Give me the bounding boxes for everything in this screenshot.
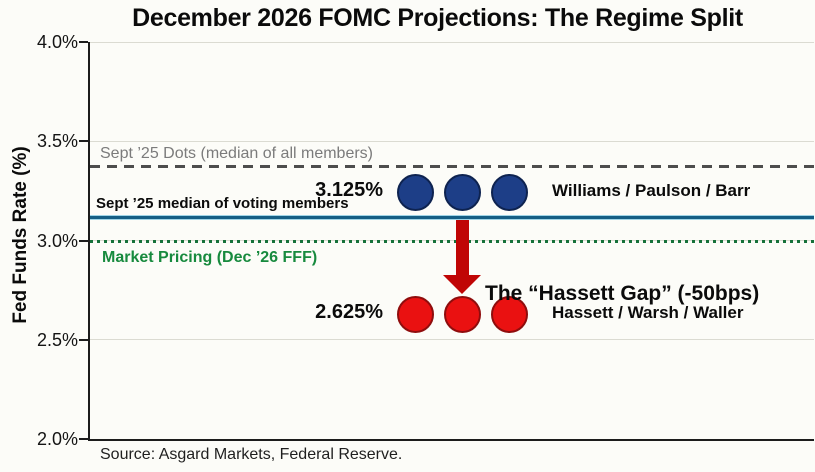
gridline [90,140,814,142]
reference-line-label-sept25_voting_median: Sept ’25 median of voting members [96,194,349,212]
dots-value-label: 2.625% [315,300,383,323]
reference-line-sept25_dots_all [90,165,814,169]
blue-projection-dot [490,174,528,212]
hassett-gap-annotation: The “Hassett Gap” (-50bps) [485,282,760,306]
y-tick-label: 2.0% [36,429,78,449]
chart-title: December 2026 FOMC Projections: The Regi… [132,4,743,32]
reference-line-sept25_voting_median [90,214,814,220]
gridline [90,339,814,341]
down-arrow-icon [443,274,481,294]
y-tick-label: 2.5% [36,329,78,350]
reference-line-label-sept25_dots_all: Sept ’25 Dots (median of all members) [100,145,373,163]
y-tick-label: 4.0% [36,32,78,52]
reference-line-market_pricing [90,239,814,243]
y-tick-mark [79,140,88,143]
y-tick-mark [79,239,88,242]
dots-names-label: Hassett / Warsh / Waller [552,302,744,322]
red-projection-dot [396,296,434,334]
plot-area: 4.0% 3.5% 3.0% 2.5% 2.0% Sept ’25 Dots (media… [37,32,814,449]
red-projection-dot [490,296,528,334]
red-projection-dot [443,296,481,334]
y-tick-mark [79,438,88,440]
blue-projection-dot [443,174,481,212]
dots-value-label: 3.125% [315,178,383,201]
down-arrow-shaft [455,219,469,275]
source-note: Source: Asgard Markets, Federal Reserve. [100,446,403,463]
y-tick-mark [79,338,88,341]
y-tick-mark [79,41,88,43]
reference-line-label-market_pricing: Market Pricing (Dec ’26 FFF) [102,248,318,266]
y-tick-label: 3.5% [36,131,78,152]
gridline [90,41,814,43]
blue-projection-dot [396,174,434,212]
y-tick-label: 3.0% [36,230,78,251]
dots-names-label: Williams / Paulson / Barr [552,180,751,200]
